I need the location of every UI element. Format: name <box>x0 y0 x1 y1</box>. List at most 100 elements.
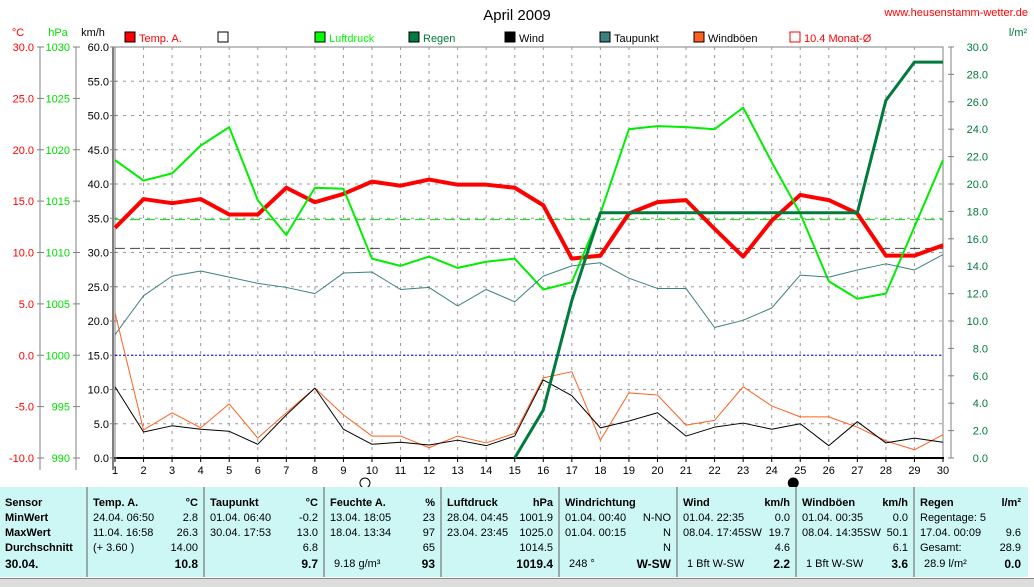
cell-label: (+ 3.60 ) <box>93 542 135 554</box>
cell-value: 1001.9 <box>519 512 553 524</box>
legend-label: Regen <box>423 33 455 45</box>
x-tick-label: 21 <box>680 465 692 477</box>
temp-tick-label: -5.0 <box>15 402 34 414</box>
x-tick-label: 15 <box>509 465 521 477</box>
rain-tick-label: 8.0 <box>973 343 988 355</box>
legend-label: Temp. A. <box>139 33 182 45</box>
temp-tick-label: -10.0 <box>9 453 34 465</box>
wind-tick-label: 5.0 <box>94 419 109 431</box>
cell-value: 93 <box>421 557 435 571</box>
pressure-tick-label: 995 <box>52 402 70 414</box>
table-row: 9.7 <box>210 557 318 572</box>
cell-value: 0.0 <box>1004 557 1021 571</box>
legend-swatch <box>599 31 611 43</box>
wind-axis-unit: km/h <box>81 27 105 39</box>
table-row: Luftdruck hPa <box>447 496 553 511</box>
label-avg: Durchschnitt <box>5 542 73 554</box>
column-taupunkt: Taupunkt °C 01.04. 06:40 -0.2 30.04. 17:53 13… <box>205 487 325 577</box>
table-row: 1019.4 <box>447 557 553 572</box>
rain-tick-label: 30.0 <box>967 42 988 54</box>
series-line-regen <box>513 60 943 459</box>
cell-value: 26.3 <box>176 527 198 539</box>
website-link: www.heusenstamm-wetter.de <box>883 7 1028 19</box>
cell-label: 30.04. 17:53 <box>210 527 272 539</box>
temp-tick-label: 20.0 <box>13 145 34 157</box>
legend-label: Windböen <box>708 33 758 45</box>
temp-tick-label: 25.0 <box>13 93 34 105</box>
cell-value: 0.0 <box>892 512 908 524</box>
legend-swatch <box>789 31 801 43</box>
x-tick-label: 6 <box>255 465 261 477</box>
rain-tick-label: 12.0 <box>967 289 988 301</box>
table-row: 24.04. 06:50 2.8 <box>93 511 198 526</box>
wind-tick-label: 55.0 <box>88 76 109 88</box>
table-row: 10.8 <box>93 557 198 572</box>
rain-tick-label: 22.0 <box>967 152 988 164</box>
legend-swatch <box>217 31 229 43</box>
legend-swatch <box>693 31 705 43</box>
column-temp-a: Temp. A. °C 24.04. 06:50 2.8 11.04. 16:58 26.… <box>88 487 205 577</box>
cell-value: 1019.4 <box>516 557 553 571</box>
wind-tick-label: 25.0 <box>88 282 109 294</box>
x-tick-label: 28 <box>880 465 892 477</box>
pressure-tick-label: 1015 <box>46 196 70 208</box>
cell-label: Temp. A. <box>93 497 139 509</box>
table-row: 01.04. 06:40 -0.2 <box>210 511 318 526</box>
rain-tick-label: 18.0 <box>967 206 988 218</box>
table-row: 23.04. 23:45 1025.0 <box>447 526 553 541</box>
rain-tick-label: 14.0 <box>967 261 988 273</box>
column-regen: Regen l/m² Regentage: 5 17.04. 00:09 9.6 Gesa… <box>915 487 1026 577</box>
table-row: Windrichtung <box>565 496 671 511</box>
table-row: 13.04. 18:05 23 <box>330 511 435 526</box>
x-tick-label: 11 <box>395 465 406 477</box>
wind-tick-label: 30.0 <box>88 248 109 260</box>
wind-tick-label: 40.0 <box>88 179 109 191</box>
table-row: 4.6 <box>683 541 790 556</box>
cell-value: 9.7 <box>301 557 318 571</box>
x-tick-label: 1 <box>112 465 118 477</box>
x-tick-label: 19 <box>623 465 635 477</box>
table-row: 08.04. 17:45SW 19.7 <box>683 526 790 541</box>
series-line-wind <box>114 379 944 447</box>
cell-value: 50.1 <box>886 527 908 539</box>
x-tick-label: 27 <box>851 465 863 477</box>
cell-value: 2.8 <box>182 512 198 524</box>
pressure-axis-unit: hPa <box>48 27 68 39</box>
moon-new-icon <box>787 477 799 489</box>
table-row: 1 Bft W-SW 3.6 <box>802 557 908 572</box>
x-tick-label: 25 <box>794 465 806 477</box>
table-row: Taupunkt °C <box>210 496 318 511</box>
wind-tick-label: 10.0 <box>88 385 109 397</box>
cell-value: N <box>663 527 671 539</box>
rain-tick-label: 10.0 <box>967 316 988 328</box>
x-tick-label: 13 <box>451 465 463 477</box>
table-row: 6.8 <box>210 541 318 556</box>
legend-swatch <box>314 31 326 43</box>
table-row: 01.04. 00:35 0.0 <box>802 511 908 526</box>
cell-label: 01.04. 00:35 <box>802 512 864 524</box>
legend-swatch <box>504 31 516 43</box>
table-row: Regen l/m² <box>920 496 1021 511</box>
rain-tick-label: 0.0 <box>973 453 988 465</box>
x-tick-label: 26 <box>823 465 835 477</box>
table-row: 01.04. 00:15 N <box>565 526 671 541</box>
cell-label: 248 ° <box>569 558 595 570</box>
x-tick-label: 30 <box>937 465 949 477</box>
cell-label: 9.18 g/m³ <box>334 558 381 570</box>
plot-frame <box>114 46 944 459</box>
header-sensor: Sensor <box>5 497 43 509</box>
cell-value: 14.00 <box>170 542 198 554</box>
x-tick-label: 23 <box>737 465 749 477</box>
rain-tick-label: 20.0 <box>967 179 988 191</box>
table-row: 6.1 <box>802 541 908 556</box>
x-tick-label: 22 <box>708 465 720 477</box>
cell-label: 18.04. 13:34 <box>330 527 392 539</box>
x-tick-label: 14 <box>480 465 492 477</box>
cell-value: W-SW <box>636 557 671 571</box>
cell-value: 6.1 <box>892 542 908 554</box>
table-row: Regentage: 5 <box>920 511 1021 526</box>
x-tick-label: 4 <box>198 465 204 477</box>
temp-tick-label: 30.0 <box>13 42 34 54</box>
table-row: Gesamt: 28.9 <box>920 541 1021 556</box>
x-tick-label: 18 <box>594 465 606 477</box>
